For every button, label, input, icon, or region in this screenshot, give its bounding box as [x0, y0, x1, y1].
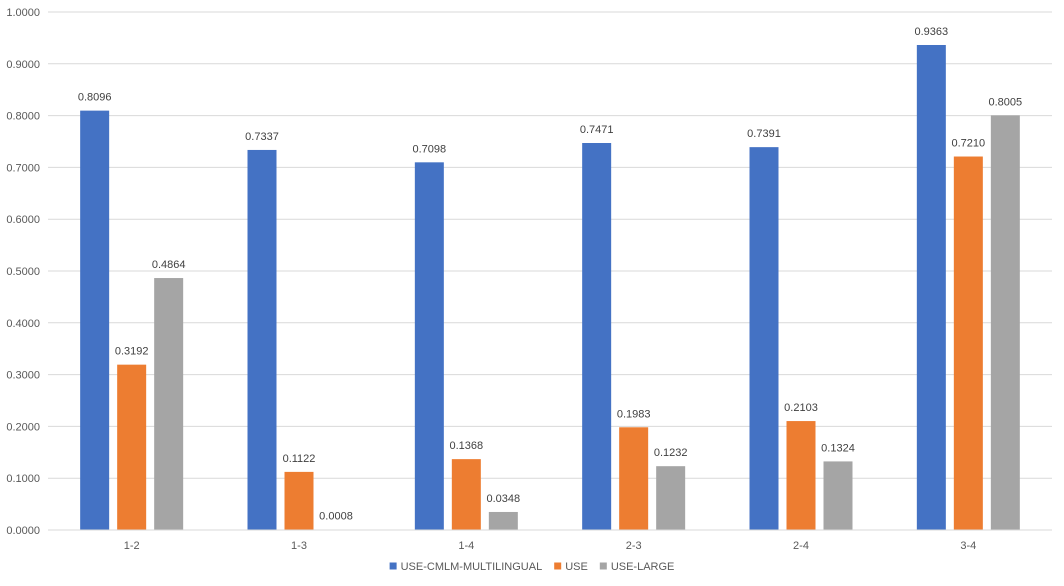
x-tick-label: 2-4: [793, 540, 809, 552]
data-label: 0.1983: [617, 408, 651, 420]
x-tick-label: 1-2: [124, 540, 140, 552]
legend-item-use: USE: [554, 561, 588, 573]
bar-use-cmlm-multilingual-1-3: [247, 149, 277, 530]
data-label: 0.3192: [115, 346, 149, 358]
bar-use-cmlm-multilingual-1-4: [414, 162, 444, 530]
data-label: 0.8096: [78, 92, 112, 104]
y-axis: 0.0000 0.1000 0.2000 0.3000 0.4000 0.5000 0.60…: [6, 7, 40, 537]
bar-use-large-1-2: [154, 278, 184, 530]
y-tick-label: 0.0000: [6, 525, 40, 537]
data-label: 0.1232: [654, 447, 688, 459]
legend-swatch: [554, 562, 562, 570]
x-axis: 1-2 1-3 1-4 2-3 2-4 3-4: [48, 529, 1052, 552]
y-tick-label: 0.6000: [6, 214, 40, 226]
data-label: 0.0348: [487, 493, 521, 505]
data-label: 0.7210: [952, 138, 986, 150]
bar-use-3-4: [953, 156, 983, 530]
data-label: 0.1122: [283, 453, 316, 465]
bar-use-cmlm-multilingual-2-4: [749, 147, 779, 531]
bar-use-large-2-3: [656, 466, 686, 530]
x-tick-label: 1-4: [458, 540, 474, 552]
legend-label: USE-LARGE: [611, 561, 675, 573]
y-tick-label: 1.0000: [6, 7, 40, 19]
bar-use-cmlm-multilingual-2-3: [582, 143, 612, 530]
bar-use-large-3-4: [990, 115, 1020, 530]
bar-use-large-1-4: [488, 511, 518, 530]
data-label: 0.8005: [989, 96, 1023, 108]
legend-item-use-large: USE-LARGE: [599, 561, 675, 573]
data-label: 0.1368: [450, 440, 484, 452]
legend-label: USE: [565, 561, 588, 573]
x-tick-label: 3-4: [960, 540, 976, 552]
y-tick-label: 0.7000: [6, 162, 40, 174]
data-label: 0.7098: [413, 143, 447, 155]
data-label: 0.1324: [821, 442, 855, 454]
legend: USE-CMLM-MULTILINGUAL USE USE-LARGE: [389, 561, 675, 573]
data-label: 0.4864: [152, 259, 186, 271]
legend-item-use-cmlm-multilingual: USE-CMLM-MULTILINGUAL: [389, 561, 543, 573]
legend-swatch: [389, 562, 397, 570]
y-tick-label: 0.2000: [6, 421, 40, 433]
bar-use-cmlm-multilingual-1-2: [80, 110, 110, 530]
bar-use-2-3: [619, 427, 649, 530]
y-tick-label: 0.4000: [6, 318, 40, 330]
gridlines: [48, 11, 1052, 531]
bar-use-1-2: [117, 364, 147, 530]
legend-swatch: [599, 562, 607, 570]
y-tick-label: 0.9000: [6, 59, 40, 71]
x-tick-label: 1-3: [291, 540, 307, 552]
y-tick-label: 0.1000: [6, 473, 40, 485]
y-tick-label: 0.8000: [6, 111, 40, 123]
legend-label: USE-CMLM-MULTILINGUAL: [401, 561, 543, 573]
bar-use-2-4: [786, 421, 816, 530]
bar-use-1-3: [284, 471, 314, 530]
bar-use-cmlm-multilingual-3-4: [916, 44, 946, 530]
bars: [80, 44, 1020, 531]
data-label: 0.0008: [319, 511, 353, 523]
y-tick-label: 0.3000: [6, 370, 40, 382]
data-label: 0.7471: [580, 124, 614, 136]
data-label: 0.2103: [784, 402, 818, 414]
y-tick-label: 0.5000: [6, 266, 40, 278]
data-labels: 0.8096 0.3192 0.4864 0.7337 0.1122 0.0008 0.70…: [78, 26, 1022, 523]
data-label: 0.7391: [747, 128, 781, 140]
bar-use-1-4: [451, 459, 481, 530]
data-label: 0.7337: [245, 131, 279, 143]
data-label: 0.9363: [915, 26, 949, 38]
bar-use-large-2-4: [823, 461, 853, 530]
x-tick-label: 2-3: [626, 540, 642, 552]
